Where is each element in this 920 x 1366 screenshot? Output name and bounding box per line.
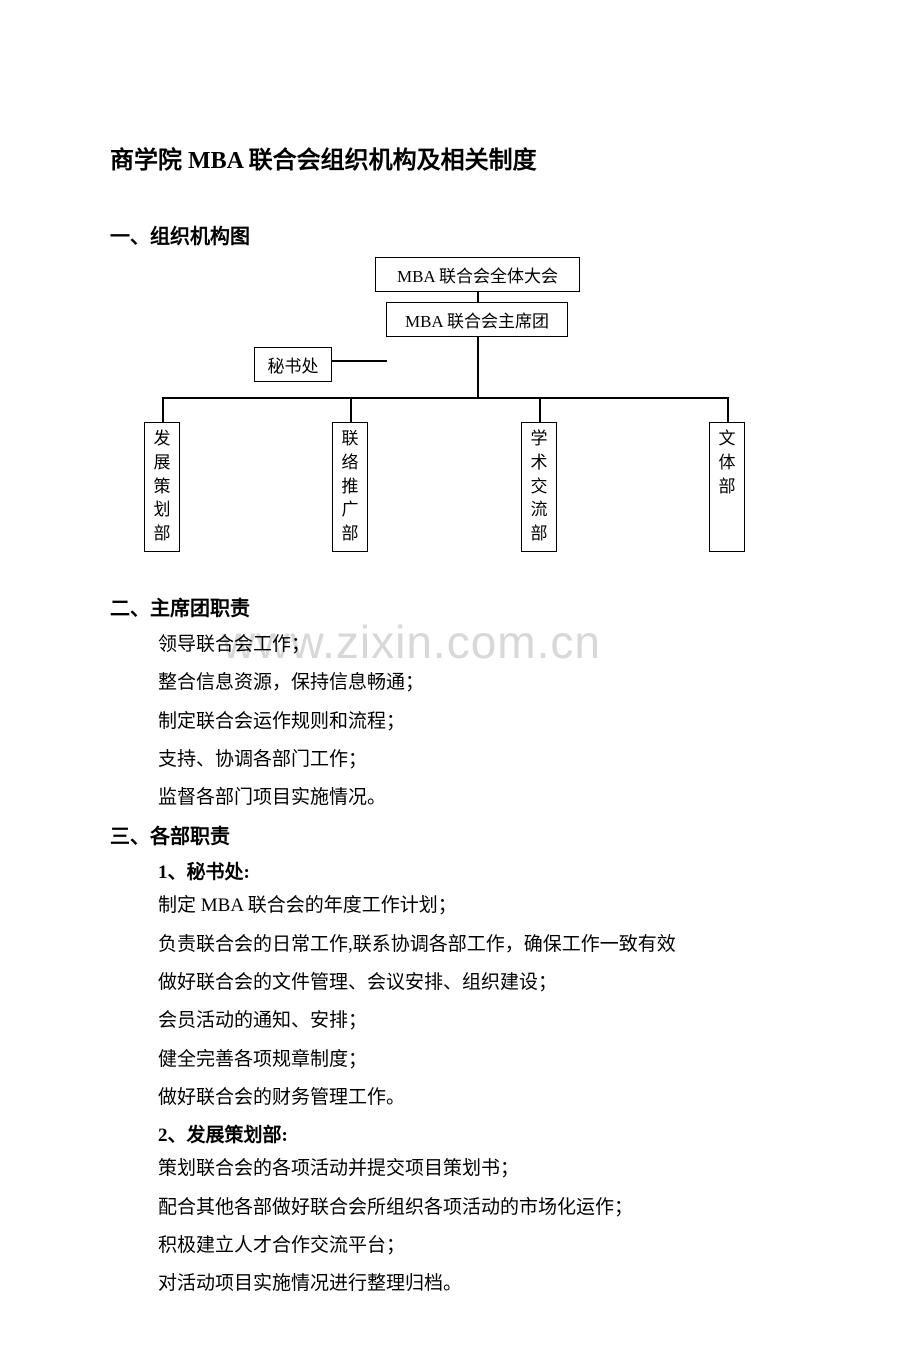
section2-item: 支持、协调各部门工作； (158, 744, 810, 776)
section1-heading: 一、组织机构图 (110, 220, 810, 249)
section3-sub1-item: 负责联合会的日常工作,联系协调各部工作，确保工作一致有效 (158, 929, 830, 961)
org-node-assembly: MBA 联合会全体大会 (375, 257, 580, 292)
section3-sub2-item: 配合其他各部做好联合会所组织各项活动的市场化运作； (158, 1192, 810, 1224)
org-node-dept-academic: 学术交流部 (521, 422, 557, 552)
section3-sub1-item: 做好联合会的文件管理、会议安排、组织建设； (158, 967, 810, 999)
connector (162, 397, 727, 399)
section3-sub1-item: 制定 MBA 联合会的年度工作计划； (158, 890, 810, 922)
org-chart: MBA 联合会全体大会 MBA 联合会主席团 秘书处 发展策划部 联络推广部 学… (110, 257, 810, 572)
org-node-dept-liaison: 联络推广部 (332, 422, 368, 552)
section2-heading: 二、主席团职责 (110, 592, 810, 621)
connector (727, 397, 729, 422)
connector (539, 397, 541, 422)
section3-sub2-item: 对活动项目实施情况进行整理归档。 (158, 1268, 810, 1300)
connector (477, 332, 479, 397)
section3-sub1-item: 做好联合会的财务管理工作。 (158, 1082, 810, 1114)
section2-item: 监督各部门项目实施情况。 (158, 782, 810, 814)
section3-sub2-item: 策划联合会的各项活动并提交项目策划书； (158, 1153, 810, 1185)
org-node-presidium: MBA 联合会主席团 (386, 302, 568, 337)
section3-sub2-title: 2、发展策划部: (158, 1120, 810, 1147)
section3-sub1-item: 会员活动的通知、安排； (158, 1005, 810, 1037)
section2-item: 领导联合会工作； (158, 629, 810, 661)
section2-item: 制定联合会运作规则和流程； (158, 706, 810, 738)
org-node-secretariat: 秘书处 (254, 347, 332, 382)
document-title: 商学院 MBA 联合会组织机构及相关制度 (110, 140, 810, 175)
org-node-dept-dev: 发展策划部 (144, 422, 180, 552)
section3-heading: 三、各部职责 (110, 820, 810, 849)
org-node-dept-culture: 文体部 (709, 422, 745, 552)
section3-sub1-item: 健全完善各项规章制度； (158, 1044, 810, 1076)
section2-item: 整合信息资源，保持信息畅通； (158, 667, 810, 699)
connector (162, 397, 164, 422)
connector (350, 397, 352, 422)
connector (332, 360, 387, 362)
section3-sub2-item: 积极建立人才合作交流平台； (158, 1230, 810, 1262)
section3-sub1-title: 1、秘书处: (158, 857, 810, 884)
